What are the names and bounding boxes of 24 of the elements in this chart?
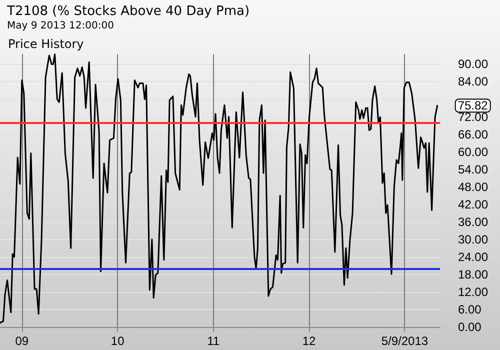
chart-title: T2108 (% Stocks Above 40 Day Pma) [6, 4, 250, 19]
y-tick-label: 90.00 [458, 57, 488, 72]
line-series [0, 54, 438, 324]
x-tick-label: 5/9/2013 [381, 334, 428, 348]
y-tick-label: 54.00 [458, 162, 488, 176]
y-tick-label: 30.00 [458, 232, 488, 246]
y-tick-label: 18.00 [458, 267, 488, 282]
x-tick-label: 10 [110, 334, 125, 348]
y-tick-label: 60.00 [458, 144, 488, 159]
x-tick-label: 09 [15, 334, 29, 348]
chart-subtitle: May 9 2013 12:00:00 [7, 20, 114, 32]
y-tick-label: 12.00 [458, 284, 488, 299]
y-tick-label: 48.00 [458, 180, 488, 194]
x-tick-label: 12 [302, 334, 316, 348]
y-tick-label: 24.00 [458, 250, 488, 264]
text: Price History [8, 37, 84, 51]
y-tick-label: 66.00 [458, 127, 488, 142]
annotation: 75.82 [458, 98, 488, 113]
y-tick-label: 6.00 [458, 302, 482, 316]
x-tick-label: 11 [207, 334, 220, 348]
y-tick-label: 84.00 [458, 74, 488, 89]
y-tick-label: 42.00 [458, 197, 488, 212]
y-tick-label: 0.00 [458, 320, 482, 334]
y-tick-label: 36.00 [458, 214, 488, 229]
